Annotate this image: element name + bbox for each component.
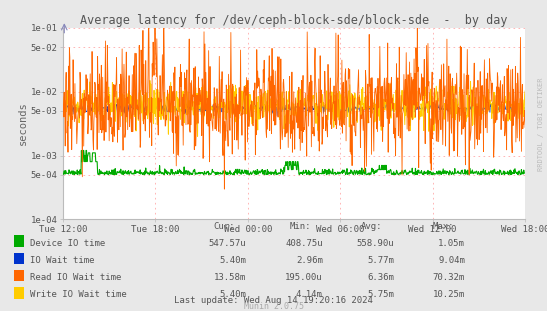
Text: 13.58m: 13.58m	[214, 273, 246, 282]
Text: 4.14m: 4.14m	[296, 290, 323, 299]
Text: Read IO Wait time: Read IO Wait time	[30, 273, 121, 282]
Text: 5.40m: 5.40m	[219, 256, 246, 265]
Text: Device IO time: Device IO time	[30, 239, 106, 248]
Title: Average latency for /dev/ceph-block-sde/block-sde  -  by day: Average latency for /dev/ceph-block-sde/…	[80, 14, 508, 27]
Text: Last update: Wed Aug 14 19:20:16 2024: Last update: Wed Aug 14 19:20:16 2024	[174, 296, 373, 305]
Text: Max:: Max:	[432, 221, 453, 230]
Text: IO Wait time: IO Wait time	[30, 256, 95, 265]
Text: 5.75m: 5.75m	[367, 290, 394, 299]
Y-axis label: seconds: seconds	[18, 102, 28, 146]
Text: 558.90u: 558.90u	[356, 239, 394, 248]
Text: 9.04m: 9.04m	[438, 256, 465, 265]
Text: 6.36m: 6.36m	[367, 273, 394, 282]
Text: Munin 2.0.75: Munin 2.0.75	[243, 302, 304, 311]
Text: Cur:: Cur:	[213, 221, 235, 230]
Text: 70.32m: 70.32m	[433, 273, 465, 282]
Text: Avg:: Avg:	[361, 221, 382, 230]
Text: 1.05m: 1.05m	[438, 239, 465, 248]
Text: 195.00u: 195.00u	[285, 273, 323, 282]
Text: 547.57u: 547.57u	[208, 239, 246, 248]
Text: 5.40m: 5.40m	[219, 290, 246, 299]
Text: 2.96m: 2.96m	[296, 256, 323, 265]
Text: RRDTOOL / TOBI OETIKER: RRDTOOL / TOBI OETIKER	[538, 78, 544, 171]
Text: Write IO Wait time: Write IO Wait time	[30, 290, 127, 299]
Text: 10.25m: 10.25m	[433, 290, 465, 299]
Text: Min:: Min:	[290, 221, 311, 230]
Text: 5.77m: 5.77m	[367, 256, 394, 265]
Text: 408.75u: 408.75u	[285, 239, 323, 248]
